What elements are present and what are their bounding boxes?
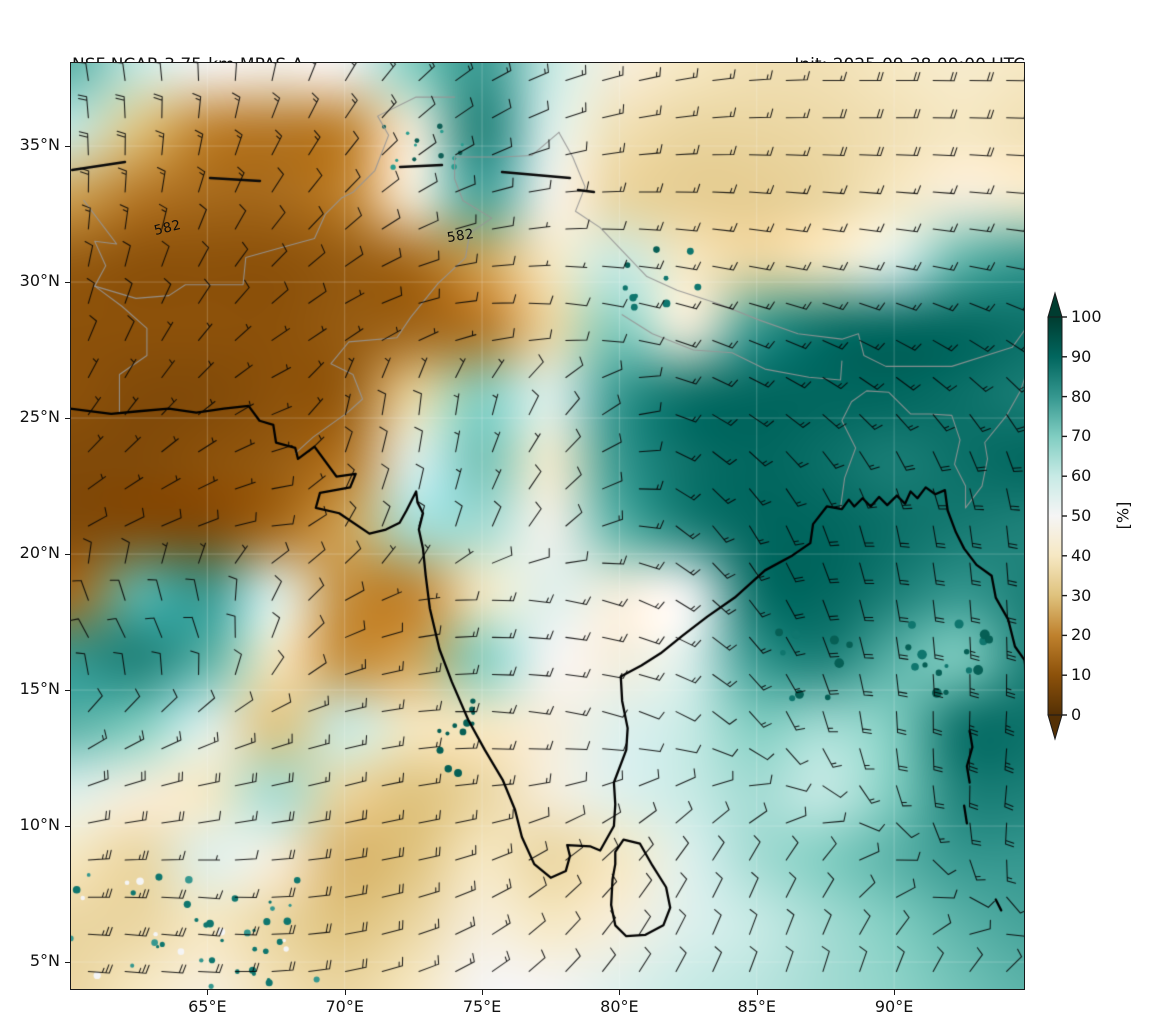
colorbar-arrow-top [1047,291,1063,318]
y-tick-mark [65,282,70,284]
y-tick-mark [65,554,70,556]
x-tick-label: 65°E [188,997,227,1016]
x-tick-label: 70°E [325,997,364,1016]
y-tick-mark [65,690,70,692]
x-tick-label: 90°E [874,997,914,1016]
colorbar-tick-label: 100 [1071,307,1102,326]
colorbar-unit-label: [%] [1113,501,1133,530]
colorbar-tick-label: 50 [1071,506,1092,525]
map-canvas [70,62,1025,990]
colorbar-tick-label: 20 [1071,625,1092,645]
y-tick-label: 5°N [29,951,60,971]
colorbar [1047,291,1067,741]
y-tick-label: 20°N [19,543,60,563]
y-tick-mark [65,962,70,964]
y-tick-mark [65,146,70,148]
x-tick-label: 75°E [462,997,502,1016]
colorbar-tick-label: 40 [1071,545,1092,565]
colorbar-tick-label: 60 [1071,466,1092,486]
colorbar-gradient [1047,316,1063,716]
colorbar-tick-label: 30 [1071,585,1092,605]
colorbar-tick-label: 0 [1071,705,1082,724]
colorbar-tick-label: 90 [1071,346,1092,366]
y-tick-label: 25°N [19,407,60,427]
y-tick-mark [65,826,70,828]
y-tick-label: 35°N [19,135,60,155]
y-tick-label: 30°N [19,271,60,291]
x-tick-mark [619,990,621,995]
x-tick-mark [482,990,484,995]
colorbar-tick-label: 80 [1071,386,1092,406]
colorbar-ticks [1062,316,1067,716]
y-tick-label: 10°N [19,815,60,835]
x-tick-label: 80°E [600,997,639,1016]
x-tick-mark [894,990,896,995]
colorbar-tick-label: 70 [1071,426,1092,446]
y-tick-mark [65,418,70,420]
colorbar-arrow-bottom [1047,714,1063,741]
colorbar-tick-label: 10 [1071,665,1092,685]
x-tick-mark [207,990,209,995]
x-tick-mark [756,990,758,995]
x-tick-label: 85°E [737,997,776,1016]
x-tick-mark [344,990,346,995]
y-tick-label: 15°N [19,679,60,699]
